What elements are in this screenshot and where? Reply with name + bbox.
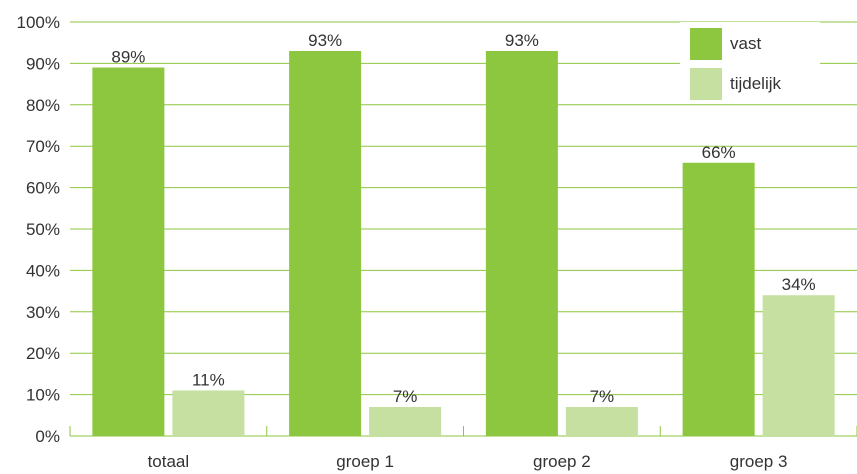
data-labels: 89% 11% 93% 7% 93% 7% 66% 34%: [111, 31, 815, 406]
y-tick-label: 0%: [35, 427, 60, 446]
y-tick-label: 100%: [17, 13, 60, 32]
legend-swatch-vast: [690, 28, 722, 60]
bar-vast-1: [289, 50, 362, 436]
x-category-label: groep 3: [730, 452, 788, 471]
y-tick-label: 20%: [26, 344, 60, 363]
y-tick-label: 90%: [26, 54, 60, 73]
data-label: 7%: [590, 387, 615, 406]
data-label: 7%: [393, 387, 418, 406]
axes: 0% 10% 20% 30% 40% 50% 60% 70% 80% 90% 100% totaal g…: [17, 13, 857, 471]
data-label: 66%: [702, 143, 736, 162]
y-tick-label: 30%: [26, 303, 60, 322]
y-tick-label: 60%: [26, 179, 60, 198]
y-tick-label: 50%: [26, 220, 60, 239]
legend-label: tijdelijk: [730, 74, 782, 93]
x-category-label: groep 2: [533, 452, 591, 471]
data-label: 89%: [111, 48, 145, 67]
data-label: 93%: [505, 31, 539, 50]
bar-tijdelijk-2: [565, 407, 638, 436]
y-tick-label: 80%: [26, 96, 60, 115]
data-label: 34%: [782, 275, 816, 294]
data-label: 93%: [308, 31, 342, 50]
legend-swatch-tijdelijk: [690, 68, 722, 100]
y-tick-label: 40%: [26, 261, 60, 280]
x-category-label: totaal: [148, 452, 190, 471]
y-tick-label: 70%: [26, 137, 60, 156]
data-label: 11%: [192, 370, 225, 389]
x-category-label: groep 1: [336, 452, 394, 471]
legend: vast tijdelijk: [680, 22, 820, 104]
bar-tijdelijk-0: [172, 390, 245, 436]
bar-tijdelijk-1: [369, 407, 442, 436]
bar-tijdelijk-3: [762, 295, 835, 436]
bars: [92, 50, 835, 436]
bar-vast-3: [682, 162, 755, 436]
y-tick-label: 10%: [26, 386, 60, 405]
legend-label: vast: [730, 34, 761, 53]
bar-vast-0: [92, 67, 165, 436]
bar-vast-2: [485, 50, 558, 436]
